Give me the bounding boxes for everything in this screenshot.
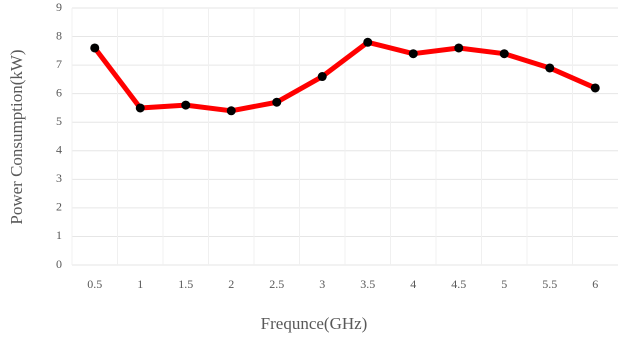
- x-tick-label: 5.5: [542, 277, 557, 291]
- marker: [454, 43, 464, 53]
- x-tick-label: 3: [319, 277, 325, 291]
- x-tick-label: 3.5: [360, 277, 375, 291]
- x-tick-label: 1: [137, 277, 143, 291]
- x-tick-label: 4: [410, 277, 416, 291]
- marker: [499, 49, 509, 59]
- marker: [363, 37, 373, 47]
- marker: [181, 100, 191, 110]
- marker: [226, 106, 236, 116]
- y-tick-label: 2: [56, 200, 62, 214]
- marker: [545, 63, 555, 73]
- x-tick-label: 0.5: [87, 277, 102, 291]
- x-tick-label: 2.5: [269, 277, 284, 291]
- y-tick-label: 1: [56, 228, 62, 242]
- y-tick-label: 4: [56, 143, 62, 157]
- marker: [135, 103, 145, 113]
- x-tick-label: 1.5: [178, 277, 193, 291]
- y-axis-label: Power Consumption(kW): [7, 49, 26, 224]
- y-tick-label: 7: [56, 57, 62, 71]
- x-tick-label: 5: [501, 277, 507, 291]
- marker: [590, 83, 600, 93]
- y-tick-label: 3: [56, 171, 62, 185]
- marker: [317, 72, 327, 82]
- marker: [90, 43, 100, 53]
- line: [92, 39, 597, 114]
- x-tick-label: 4.5: [451, 277, 466, 291]
- marker: [272, 97, 282, 107]
- y-tick-label: 6: [56, 85, 62, 99]
- x-axis-label: Frequnce(GHz): [261, 314, 368, 333]
- marker: [408, 49, 418, 59]
- y-tick-label: 5: [56, 114, 62, 128]
- y-tick-label: 9: [56, 0, 62, 14]
- y-tick-label: 8: [56, 28, 62, 42]
- x-tick-label: 6: [592, 277, 598, 291]
- x-tick-label: 2: [228, 277, 234, 291]
- y-tick-label: 0: [56, 257, 62, 271]
